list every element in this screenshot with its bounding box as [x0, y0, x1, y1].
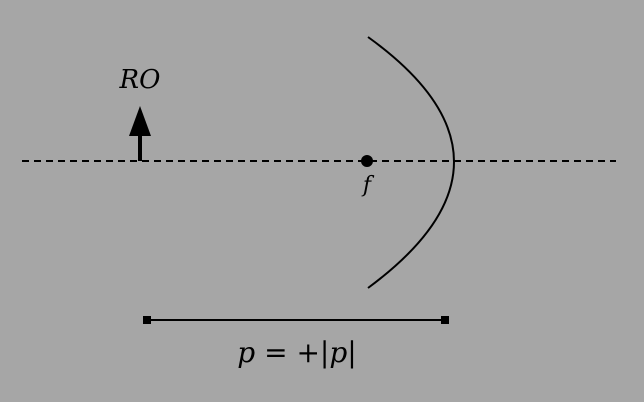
- distance-label: p = +|p|: [237, 336, 356, 369]
- curved-mirror: [367, 36, 455, 289]
- distance-end-marker: [441, 316, 449, 324]
- object-arrow-head: [129, 106, 151, 136]
- focal-point: [361, 155, 373, 167]
- distance-start-marker: [143, 316, 151, 324]
- object-label: RO: [119, 65, 161, 95]
